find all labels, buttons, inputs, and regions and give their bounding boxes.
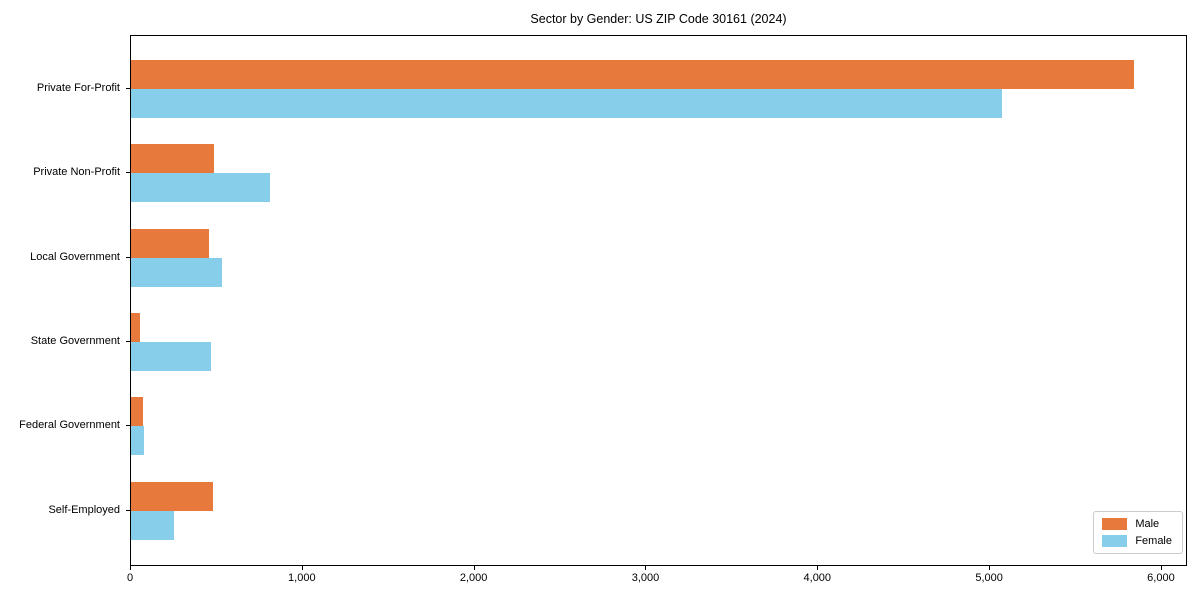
x-tick-mark [1160, 566, 1162, 570]
legend-entry-female: Female [1102, 535, 1172, 547]
x-tick-label: 6,000 [1147, 572, 1175, 584]
y-tick-mark [126, 425, 130, 427]
x-tick-label: 0 [126, 572, 134, 584]
y-tick-label: Federal Government [19, 419, 120, 432]
bar-female-5 [131, 510, 174, 540]
x-tick-mark [473, 566, 475, 570]
x-tick-mark [645, 566, 647, 570]
x-tick-label: 3,000 [631, 572, 660, 584]
x-tick-mark [301, 566, 303, 570]
x-tick-mark [817, 566, 819, 570]
y-tick-label: Private Non-Profit [33, 166, 120, 179]
x-tick-label: 4,000 [803, 572, 832, 584]
x-tick-mark [989, 566, 991, 570]
bar-female-4 [131, 426, 144, 456]
bar-male-2 [131, 228, 210, 258]
bar-female-1 [131, 173, 271, 203]
x-tick-label: 2,000 [459, 572, 488, 584]
y-tick-mark [126, 509, 130, 511]
bar-male-3 [131, 312, 141, 342]
plot-area: Male Female [130, 35, 1187, 566]
x-tick-label: 5,000 [975, 572, 1003, 584]
y-tick-mark [126, 88, 130, 89]
chart-title: Sector by Gender: US ZIP Code 30161 (202… [530, 12, 787, 26]
x-tick-label: 1,000 [288, 572, 316, 584]
bar-male-5 [131, 481, 214, 511]
y-tick-label: State Government [30, 334, 120, 347]
y-tick-label: Local Government [30, 250, 120, 263]
x-tick-mark [130, 566, 131, 570]
legend-label: Male [1135, 518, 1160, 530]
bar-female-3 [131, 341, 211, 371]
bar-male-4 [131, 397, 144, 427]
bar-male-1 [131, 144, 215, 174]
legend-entry-male: Male [1102, 518, 1172, 530]
legend-label: Female [1135, 535, 1172, 547]
y-tick-label: Private For-Profit [36, 82, 120, 94]
y-tick-label: Self-Employed [48, 503, 120, 516]
y-tick-mark [126, 340, 130, 342]
bar-male-0 [131, 60, 1135, 89]
legend-swatch-male [1102, 518, 1128, 530]
bar-female-2 [131, 257, 223, 287]
legend: Male Female [1093, 511, 1183, 554]
legend-swatch-female [1102, 535, 1128, 547]
y-tick-mark [126, 256, 130, 258]
y-tick-mark [126, 172, 130, 174]
bar-female-0 [131, 89, 1003, 118]
